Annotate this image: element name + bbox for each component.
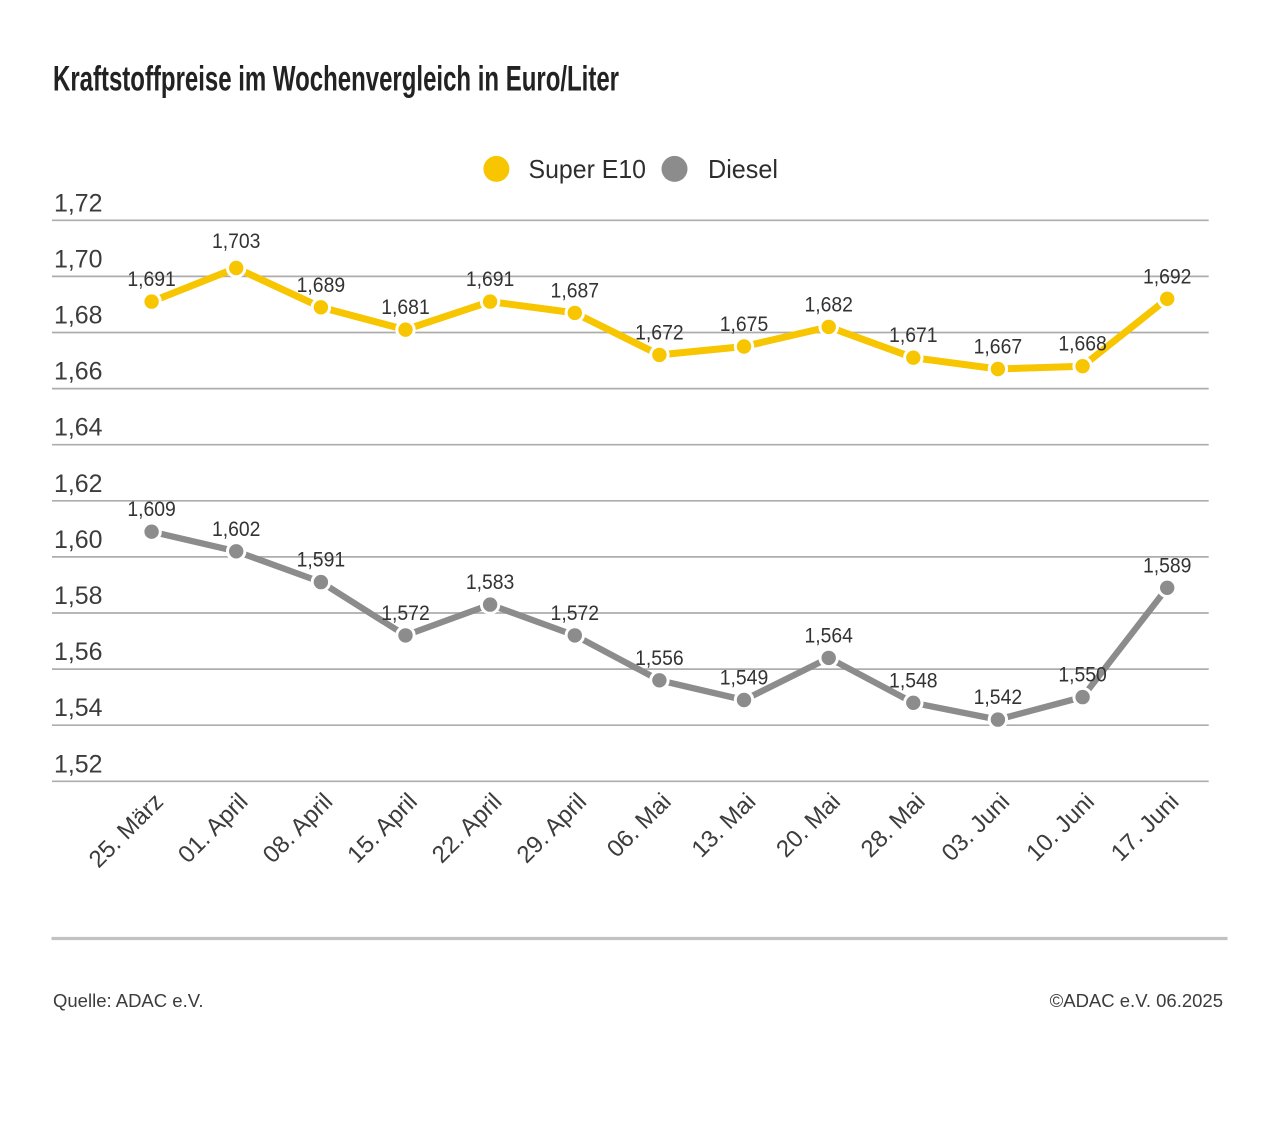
svg-text:1,671: 1,671 bbox=[889, 324, 938, 347]
svg-text:1,66: 1,66 bbox=[54, 358, 103, 386]
svg-text:1,609: 1,609 bbox=[127, 498, 176, 521]
svg-text:1,687: 1,687 bbox=[551, 279, 600, 302]
svg-text:1,62: 1,62 bbox=[54, 470, 103, 498]
svg-text:15. April: 15. April bbox=[342, 788, 422, 868]
svg-text:1,68: 1,68 bbox=[54, 302, 103, 330]
svg-text:Diesel: Diesel bbox=[708, 154, 778, 184]
svg-text:1,548: 1,548 bbox=[889, 669, 938, 692]
svg-text:1,692: 1,692 bbox=[1143, 265, 1192, 288]
svg-text:22. April: 22. April bbox=[427, 788, 507, 868]
svg-text:29. April: 29. April bbox=[512, 788, 592, 868]
svg-text:1,682: 1,682 bbox=[804, 293, 853, 316]
svg-text:1,691: 1,691 bbox=[127, 268, 176, 291]
svg-text:1,589: 1,589 bbox=[1143, 554, 1192, 577]
svg-text:1,667: 1,667 bbox=[974, 336, 1023, 359]
svg-text:1,550: 1,550 bbox=[1058, 664, 1107, 687]
svg-text:20. Mai: 20. Mai bbox=[771, 788, 846, 863]
svg-text:1,591: 1,591 bbox=[297, 549, 346, 572]
svg-text:1,70: 1,70 bbox=[54, 245, 103, 273]
svg-text:1,572: 1,572 bbox=[381, 602, 430, 625]
svg-text:01. April: 01. April bbox=[173, 788, 253, 868]
svg-text:1,556: 1,556 bbox=[635, 647, 684, 670]
svg-text:03. Juni: 03. Juni bbox=[937, 788, 1016, 867]
svg-text:1,549: 1,549 bbox=[720, 667, 769, 690]
svg-text:13. Mai: 13. Mai bbox=[686, 788, 761, 863]
svg-text:1,58: 1,58 bbox=[54, 582, 103, 610]
svg-text:25. März: 25. März bbox=[84, 788, 169, 873]
svg-text:1,564: 1,564 bbox=[804, 624, 853, 647]
svg-text:1,572: 1,572 bbox=[551, 602, 600, 625]
svg-text:Quelle: ADAC e.V.: Quelle: ADAC e.V. bbox=[53, 990, 203, 1011]
svg-text:1,72: 1,72 bbox=[54, 189, 103, 217]
svg-text:1,64: 1,64 bbox=[54, 414, 103, 442]
svg-text:10. Juni: 10. Juni bbox=[1021, 788, 1100, 867]
svg-text:1,681: 1,681 bbox=[381, 296, 430, 319]
svg-text:1,675: 1,675 bbox=[720, 313, 769, 336]
svg-text:1,703: 1,703 bbox=[212, 230, 261, 253]
svg-text:1,668: 1,668 bbox=[1058, 333, 1107, 356]
svg-text:1,689: 1,689 bbox=[297, 274, 346, 297]
svg-text:©ADAC e.V. 06.2025: ©ADAC e.V. 06.2025 bbox=[1050, 990, 1223, 1011]
svg-text:Super E10: Super E10 bbox=[529, 154, 647, 184]
svg-text:06. Mai: 06. Mai bbox=[602, 788, 677, 863]
svg-text:1,602: 1,602 bbox=[212, 518, 261, 541]
svg-text:28. Mai: 28. Mai bbox=[856, 788, 931, 863]
svg-text:1,60: 1,60 bbox=[54, 526, 103, 554]
svg-text:1,56: 1,56 bbox=[54, 638, 103, 666]
svg-text:1,583: 1,583 bbox=[466, 571, 515, 594]
svg-text:1,54: 1,54 bbox=[54, 694, 103, 722]
svg-text:1,542: 1,542 bbox=[974, 686, 1023, 709]
svg-text:Kraftstoffpreise im Wochenverg: Kraftstoffpreise im Wochenvergleich in E… bbox=[53, 60, 619, 99]
svg-text:1,672: 1,672 bbox=[635, 321, 684, 344]
svg-text:08. April: 08. April bbox=[258, 788, 338, 868]
svg-text:17. Juni: 17. Juni bbox=[1106, 788, 1185, 867]
svg-text:1,52: 1,52 bbox=[54, 750, 103, 778]
svg-text:1,691: 1,691 bbox=[466, 268, 515, 291]
